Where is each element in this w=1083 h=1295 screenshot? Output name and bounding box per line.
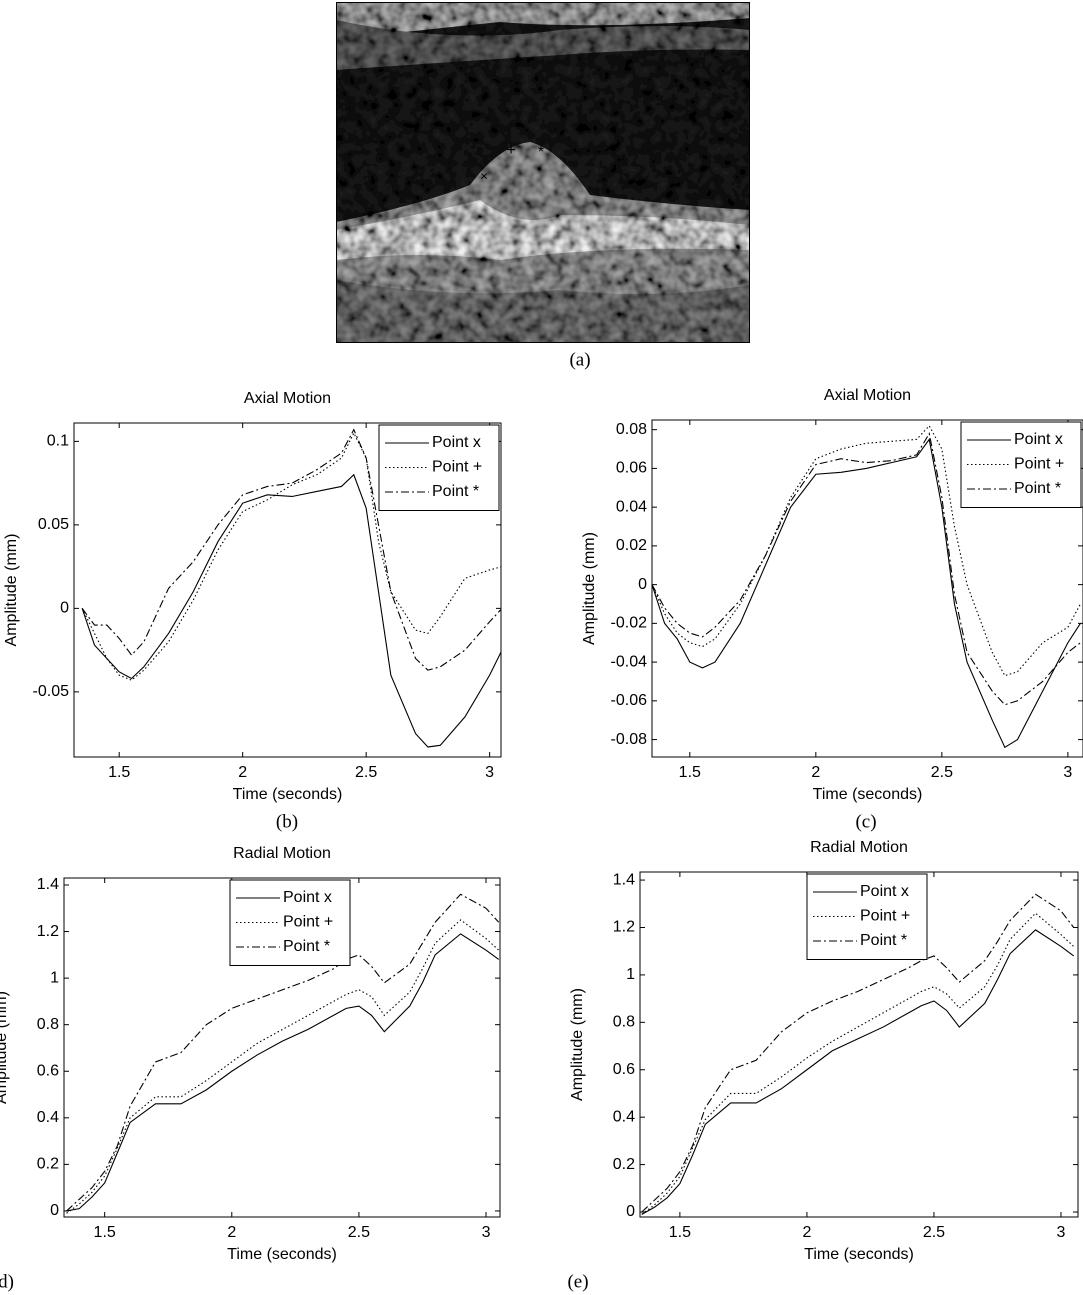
x-tick-label: 2 bbox=[238, 764, 247, 781]
y-tick-label: 1.4 bbox=[613, 871, 635, 888]
y-tick-label: 1.2 bbox=[613, 919, 635, 936]
x-tick-label: 2.5 bbox=[931, 764, 953, 781]
y-tick-label: -0.06 bbox=[611, 692, 648, 709]
y-tick-label: 1 bbox=[50, 969, 59, 986]
legend-label: Point + bbox=[283, 914, 333, 931]
legend-label: Point * bbox=[283, 938, 330, 955]
panel-label: (e) bbox=[567, 1271, 588, 1292]
legend-label: Point x bbox=[283, 889, 332, 906]
y-tick-label: -0.04 bbox=[611, 653, 648, 670]
x-tick-label: 3 bbox=[1057, 1224, 1066, 1241]
y-tick-label: 0.1 bbox=[47, 433, 69, 450]
y-tick-label: 0.6 bbox=[613, 1061, 635, 1078]
x-tick-label: 2 bbox=[811, 764, 820, 781]
y-axis-label: Amplitude (mm) bbox=[0, 991, 10, 1104]
legend-label: Point x bbox=[1014, 431, 1063, 448]
y-tick-label: 0.4 bbox=[613, 1108, 635, 1125]
legend-label: Point x bbox=[860, 883, 909, 900]
chart: 1.5 2 2.5 3 0 0.2 0.4 0.6 0.8 1 1.2 1.4 Radial Motio… bbox=[567, 839, 1078, 1292]
y-tick-label: 0 bbox=[626, 1203, 635, 1220]
y-tick-label: -0.02 bbox=[611, 615, 648, 632]
y-axis-label: Amplitude (mm) bbox=[3, 534, 20, 647]
y-tick-label: -0.08 bbox=[611, 731, 648, 748]
y-tick-label: 0.05 bbox=[38, 516, 69, 533]
y-axis-label: Amplitude (mm) bbox=[569, 988, 586, 1101]
legend-label: Point x bbox=[432, 434, 481, 451]
x-tick-label: 2 bbox=[227, 1224, 236, 1241]
y-tick-label: 1 bbox=[626, 966, 635, 983]
panel-label: (c) bbox=[855, 811, 876, 832]
legend-label: Point * bbox=[860, 932, 907, 949]
x-tick-label: 2.5 bbox=[923, 1224, 945, 1241]
y-tick-label: 0.04 bbox=[616, 498, 647, 515]
y-tick-label: 0 bbox=[50, 1202, 59, 1219]
chart: 1.5 2 2.5 3 0 0.2 0.4 0.6 0.8 1 1.2 1.4 Radial Motio… bbox=[0, 845, 500, 1292]
x-axis-label: Time (seconds) bbox=[804, 1246, 914, 1263]
y-tick-label: 1.4 bbox=[37, 876, 59, 893]
chart: 1.5 2 2.5 3 -0.08 -0.06 -0.04 -0.02 0 0.02 0.04 0.0… bbox=[581, 387, 1083, 832]
y-tick-label: 0.02 bbox=[616, 537, 647, 554]
x-tick-label: 2.5 bbox=[355, 764, 377, 781]
chart-title: Radial Motion bbox=[810, 839, 908, 856]
y-tick-label: 0.06 bbox=[616, 460, 647, 477]
y-tick-label: 0 bbox=[60, 600, 69, 617]
y-tick-label: 0.2 bbox=[37, 1156, 59, 1173]
x-tick-label: 1.5 bbox=[669, 1224, 691, 1241]
x-tick-label: 3 bbox=[1063, 764, 1072, 781]
y-axis-label: Amplitude (mm) bbox=[581, 532, 598, 645]
chart-title: Axial Motion bbox=[824, 387, 911, 404]
chart: 1.5 2 2.5 3 -0.05 0 0.05 0.1 Axial Motion Time (s… bbox=[3, 390, 502, 832]
legend-label: Point * bbox=[432, 483, 479, 500]
x-tick-label: 1.5 bbox=[679, 764, 701, 781]
legend-label: Point * bbox=[1014, 480, 1061, 497]
panel-label: (b) bbox=[276, 811, 298, 832]
x-tick-label: 3 bbox=[485, 764, 494, 781]
panel-label: d) bbox=[0, 1271, 14, 1292]
legend-label: Point + bbox=[1014, 456, 1064, 473]
legend-label: Point + bbox=[432, 459, 482, 476]
x-axis-label: Time (seconds) bbox=[813, 786, 923, 803]
y-tick-label: 0.6 bbox=[37, 1062, 59, 1079]
x-tick-label: 1.5 bbox=[108, 764, 130, 781]
y-tick-label: 0.8 bbox=[37, 1016, 59, 1033]
y-tick-label: 1.2 bbox=[37, 923, 59, 940]
y-tick-label: 0.2 bbox=[613, 1156, 635, 1173]
ultrasound-image bbox=[336, 2, 750, 343]
y-tick-label: 0 bbox=[638, 576, 647, 593]
chart-title: Radial Motion bbox=[233, 845, 331, 862]
chart-title: Axial Motion bbox=[244, 390, 331, 407]
x-axis-label: Time (seconds) bbox=[233, 786, 343, 803]
image-marker: * bbox=[538, 144, 544, 161]
y-tick-label: 0.4 bbox=[37, 1109, 59, 1126]
x-tick-label: 2.5 bbox=[348, 1224, 370, 1241]
y-tick-label: 0.08 bbox=[616, 421, 647, 438]
x-tick-label: 3 bbox=[482, 1224, 491, 1241]
y-tick-label: -0.05 bbox=[33, 683, 70, 700]
image-marker: × bbox=[480, 168, 488, 183]
legend-label: Point + bbox=[860, 908, 910, 925]
panel-label: (a) bbox=[569, 349, 590, 370]
x-tick-label: 2 bbox=[802, 1224, 811, 1241]
x-tick-label: 1.5 bbox=[94, 1224, 116, 1241]
image-marker: + bbox=[506, 142, 515, 159]
y-tick-label: 0.8 bbox=[613, 1014, 635, 1031]
figure: + * × (a) 1.5 2 2.5 3 -0.05 0 0.05 0.1 Axial Mot… bbox=[0, 0, 1083, 1295]
x-axis-label: Time (seconds) bbox=[227, 1246, 337, 1263]
